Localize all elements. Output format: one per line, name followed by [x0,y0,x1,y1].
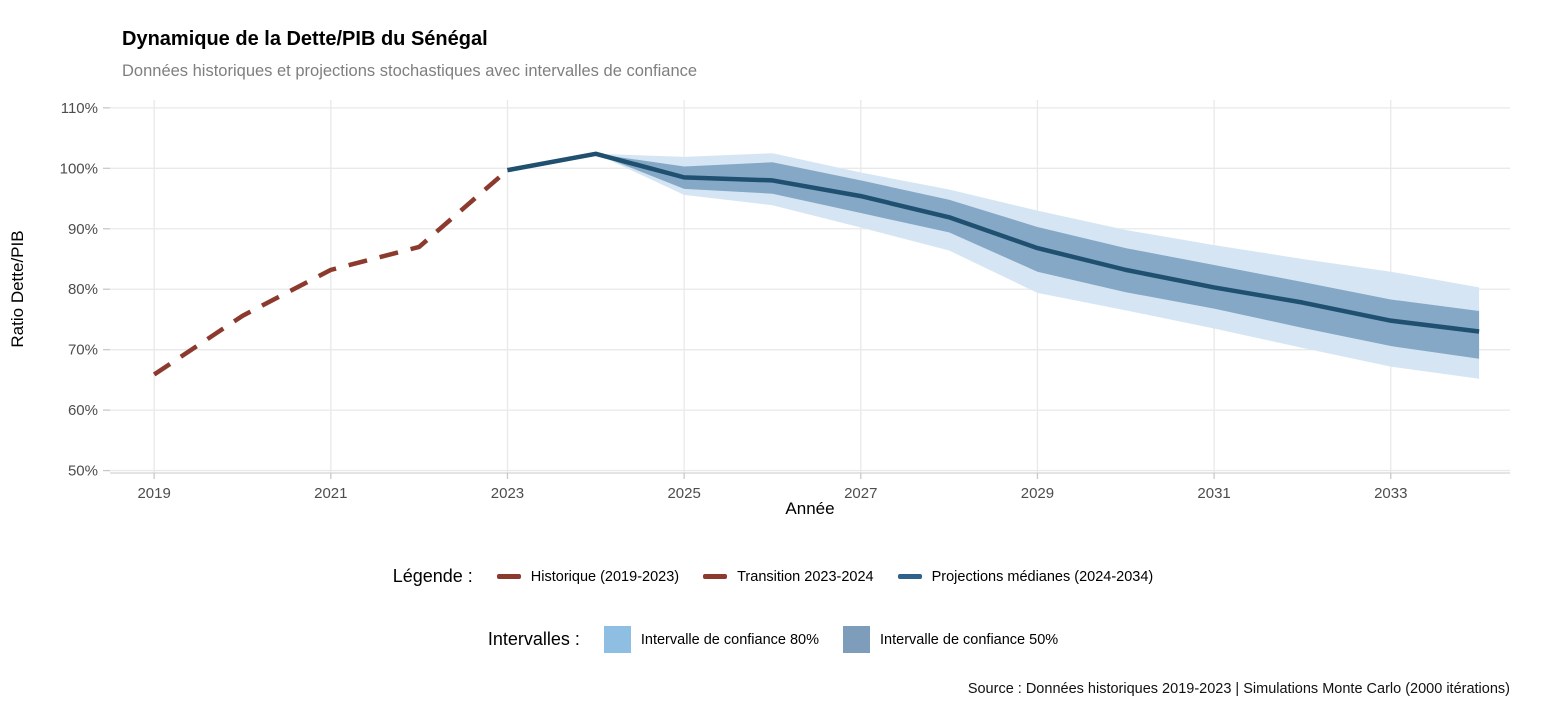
legend-bands-row: Intervalles : Intervalle de confiance 80… [0,626,1546,653]
y-axis-title: Ratio Dette/PIB [8,230,27,348]
x-tick-label: 2027 [844,485,877,502]
legend-bands-title: Intervalles : [487,629,580,649]
legend-item-label: Historique (2019-2023) [530,568,680,585]
x-tick-label: 2033 [1374,485,1407,502]
chart-title: Dynamique de la Dette/PIB du Sénégal [122,28,488,50]
legend-item-median: Projections médianes (2024-2034) [897,568,1154,585]
legend-item-ci80: Intervalle de confiance 80% [603,626,820,653]
historical-line [152,168,509,377]
legend-lines-row: Légende : Historique (2019-2023) Transit… [0,566,1546,587]
x-axis-title: Année [785,499,835,518]
x-tick-label: 2025 [667,485,700,502]
source-caption: Source : Données historiques 2019-2023 |… [967,681,1510,697]
y-tick-label: 100% [60,160,98,177]
legend-item-label: Transition 2023-2024 [737,568,874,585]
x-tick-label: 2021 [314,485,347,502]
historical-line-swatch-icon [496,574,521,579]
y-tick-label: 60% [68,402,98,419]
chart-subtitle: Données historiques et projections stoch… [122,62,698,80]
legend-item-ci50: Intervalle de confiance 50% [843,626,1058,653]
legend-item-label: Intervalle de confiance 50% [880,631,1059,648]
legend-item-historical: Historique (2019-2023) [496,568,680,585]
y-tick-label: 80% [68,281,98,298]
median-line [507,151,1480,334]
y-tick-label: 110% [61,100,98,117]
y-tick-label: 70% [68,342,98,359]
ci50-band-swatch-icon [843,626,871,653]
ci50-band [595,153,1480,359]
x-tick-label: 2029 [1021,485,1054,502]
y-tick-label: 90% [68,221,98,238]
x-tick-label: 2023 [491,485,524,502]
legend-item-transition: Transition 2023-2024 [703,569,874,585]
transition-line-swatch-icon [703,574,728,579]
ci80-band-swatch-icon [603,626,631,653]
x-tick-label: 2019 [137,485,170,502]
x-tick-label: 2031 [1197,485,1230,502]
legend-item-label: Projections médianes (2024-2034) [931,568,1154,585]
legend-lines-title: Légende : [392,566,473,586]
median-line-swatch-icon [897,574,922,579]
legend-item-label: Intervalle de confiance 80% [640,631,820,648]
y-tick-label: 50% [68,463,98,480]
